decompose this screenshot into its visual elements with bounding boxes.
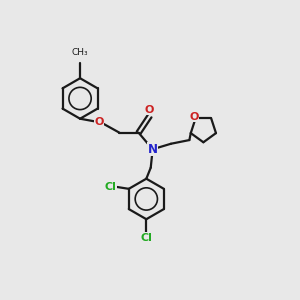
Text: O: O bbox=[189, 112, 198, 122]
Text: N: N bbox=[148, 143, 158, 156]
Text: Cl: Cl bbox=[104, 182, 116, 192]
Text: O: O bbox=[94, 117, 104, 127]
Text: CH₃: CH₃ bbox=[72, 48, 88, 57]
Text: O: O bbox=[145, 104, 154, 115]
Text: Cl: Cl bbox=[140, 232, 152, 243]
